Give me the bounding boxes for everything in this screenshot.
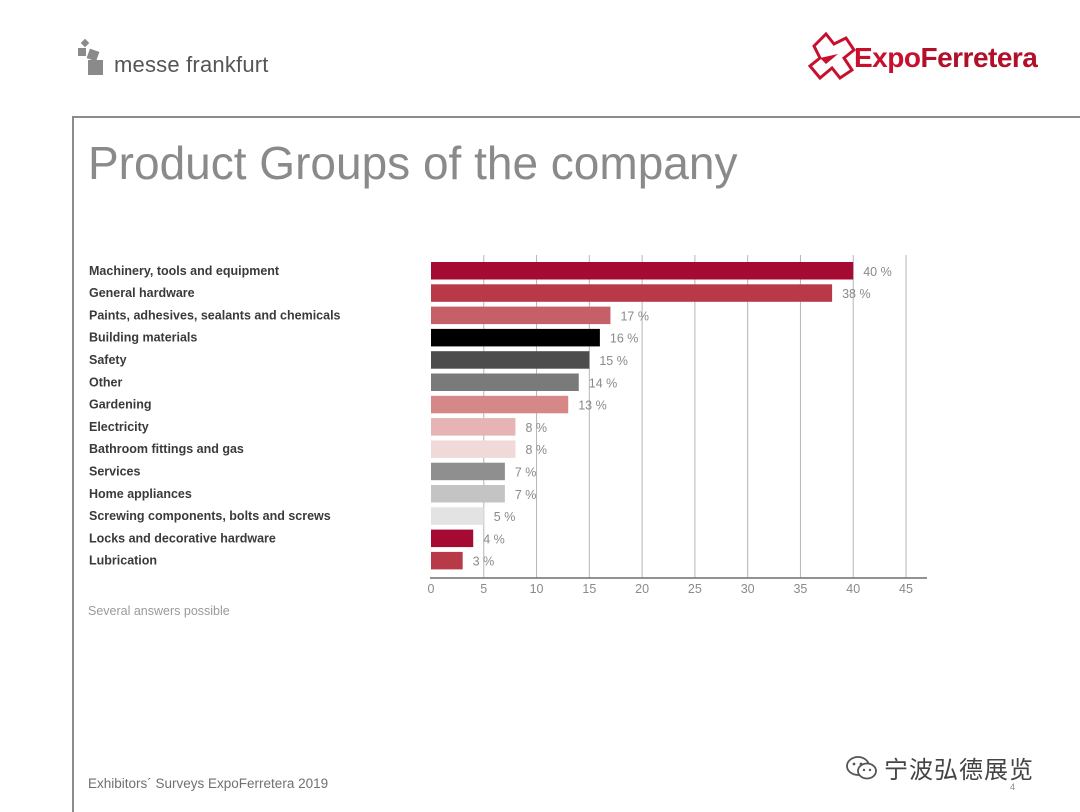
bar	[431, 262, 854, 280]
x-tick-label: 35	[793, 582, 807, 596]
bar	[431, 507, 484, 525]
category-label: Building materials	[89, 331, 197, 345]
value-label: 3 %	[473, 555, 495, 569]
x-tick-label: 25	[688, 582, 702, 596]
x-tick-label: 5	[480, 582, 487, 596]
value-label: 13 %	[578, 399, 607, 413]
category-label: Gardening	[89, 398, 152, 412]
bar	[431, 529, 474, 548]
category-label: Services	[89, 464, 140, 478]
bar	[431, 551, 463, 570]
page-title: Product Groups of the company	[88, 137, 738, 189]
messe-frankfurt-logo: messe frankfurt	[78, 38, 269, 78]
value-label: 15 %	[599, 354, 628, 368]
expoferretera-logo: ExpoFerretera	[804, 30, 1038, 86]
bar	[431, 373, 579, 391]
expoferretera-logo-text: ExpoFerretera	[854, 42, 1038, 74]
footer-text: Exhibitors´ Surveys ExpoFerretera 2019	[88, 776, 329, 791]
value-label: 5 %	[494, 510, 516, 524]
chart-note: Several answers possible	[88, 604, 230, 618]
x-tick-label: 45	[899, 582, 913, 596]
category-label: Lubrication	[89, 554, 157, 568]
value-label: 7 %	[515, 465, 537, 479]
expoferretera-star-icon	[807, 31, 857, 81]
x-tick-label: 20	[635, 582, 649, 596]
x-tick-label: 40	[846, 582, 860, 596]
x-tick-label: 10	[530, 582, 544, 596]
bar	[431, 395, 569, 414]
category-label: Other	[89, 375, 122, 389]
category-label: Paints, adhesives, sealants and chemical…	[89, 308, 341, 322]
bar	[431, 440, 516, 458]
x-tick-label: 15	[582, 582, 596, 596]
category-label: Machinery, tools and equipment	[89, 264, 280, 278]
wechat-icon	[846, 755, 877, 779]
value-label: 7 %	[515, 488, 537, 502]
category-label: General hardware	[89, 286, 195, 300]
bar	[431, 284, 833, 302]
value-label: 40 %	[863, 265, 892, 279]
bar	[431, 462, 505, 481]
value-label: 8 %	[525, 443, 547, 457]
value-label: 14 %	[589, 376, 618, 390]
category-label: Safety	[89, 353, 127, 367]
category-label: Electricity	[89, 420, 149, 434]
logo-ferretera-text: Ferretera	[920, 42, 1038, 73]
category-label: Bathroom fittings and gas	[89, 442, 244, 456]
x-tick-label: 30	[741, 582, 755, 596]
watermark-text: 宁波弘德展览	[884, 757, 1034, 784]
bar	[431, 418, 516, 436]
bar	[431, 306, 611, 325]
value-label: 8 %	[525, 421, 547, 435]
value-label: 4 %	[483, 532, 505, 546]
value-label: 16 %	[610, 332, 639, 346]
value-label: 17 %	[620, 309, 649, 323]
bar	[431, 351, 590, 369]
category-label: Screwing components, bolts and screws	[89, 509, 331, 523]
x-tick-label: 0	[428, 582, 435, 596]
logo-expo-text: Expo	[854, 42, 921, 73]
bar	[431, 485, 505, 503]
category-label: Home appliances	[89, 487, 192, 501]
frame-left-border	[72, 116, 74, 812]
watermark: 宁波弘德展览	[846, 750, 1034, 785]
frame-top-border	[72, 116, 1080, 118]
messe-frankfurt-mark-icon	[78, 38, 106, 76]
bar	[431, 328, 600, 347]
page-number: 4	[1010, 782, 1016, 792]
value-label: 38 %	[842, 287, 871, 301]
category-label: Locks and decorative hardware	[89, 531, 276, 545]
messe-frankfurt-logo-text: messe frankfurt	[114, 52, 269, 77]
